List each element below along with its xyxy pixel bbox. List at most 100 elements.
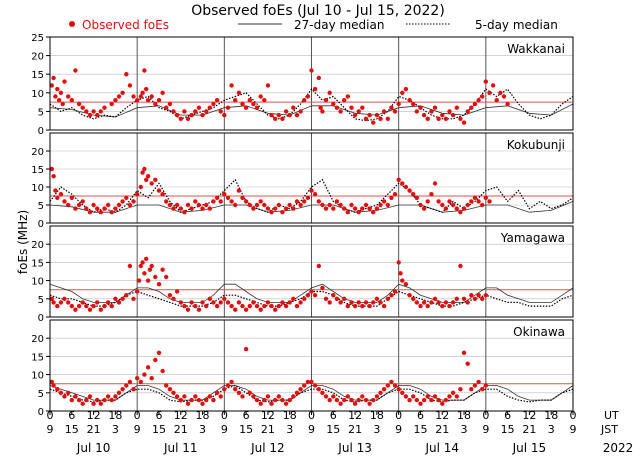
observed-point <box>211 199 216 204</box>
observed-point <box>113 394 118 399</box>
observed-point <box>189 112 194 118</box>
observed-point <box>66 300 71 305</box>
observed-point <box>236 300 242 305</box>
chart-title: Observed foEs (Jul 10 - Jul 15, 2022) <box>191 3 445 19</box>
observed-point <box>185 307 191 312</box>
median5-line <box>49 178 574 213</box>
observed-point <box>378 202 383 208</box>
observed-point <box>247 303 252 309</box>
observed-point <box>312 192 318 197</box>
observed-point <box>140 170 145 175</box>
observed-point <box>440 202 445 208</box>
legend-observed-marker <box>69 21 75 27</box>
observed-point <box>418 105 423 110</box>
observed-point <box>87 112 93 118</box>
observed-point <box>164 199 169 204</box>
observed-point <box>138 263 143 269</box>
observed-point <box>240 101 245 107</box>
observed-point <box>254 105 260 110</box>
observed-point <box>461 206 467 211</box>
observed-point <box>102 206 107 211</box>
observed-point <box>360 394 365 399</box>
observed-point <box>432 296 438 301</box>
y-tick-label: 20 <box>31 240 44 251</box>
observed-point <box>298 300 303 305</box>
observed-point <box>294 303 300 309</box>
observed-point <box>352 401 358 406</box>
jst-tick-label: 21 <box>522 423 536 436</box>
jst-tick-label: 9 <box>308 423 315 436</box>
observed-point <box>305 94 311 99</box>
observed-point <box>135 192 140 197</box>
observed-point <box>98 210 104 215</box>
observed-point <box>164 274 169 280</box>
y-tick-label: 15 <box>31 165 44 176</box>
observed-point <box>436 397 441 403</box>
observed-point <box>389 293 394 298</box>
observed-point <box>251 206 256 211</box>
observed-point <box>236 390 242 395</box>
observed-point <box>374 112 380 118</box>
observed-point <box>360 303 365 309</box>
jst-tick-label: 21 <box>348 423 362 436</box>
observed-point <box>283 109 289 114</box>
observed-point <box>127 202 133 208</box>
observed-point <box>222 112 227 118</box>
observed-point <box>312 86 318 92</box>
observed-point <box>309 379 314 385</box>
y-tick-label: 10 <box>31 89 44 100</box>
observed-point <box>421 397 427 403</box>
observed-point <box>171 109 176 114</box>
observed-point <box>396 177 401 182</box>
observed-point <box>200 112 205 118</box>
panel-wakkanai: 0 5 10 15 20 25 Wakkanai <box>31 33 574 137</box>
ut-tick-label: 6 <box>68 409 75 422</box>
observed-point <box>98 109 104 114</box>
observed-point <box>254 303 260 309</box>
observed-point <box>349 397 354 403</box>
observed-point <box>251 101 256 107</box>
observed-point <box>305 379 311 385</box>
observed-point <box>160 90 165 96</box>
observed-point <box>153 101 158 107</box>
observed-point <box>69 98 75 103</box>
observed-point <box>400 278 405 283</box>
observed-point <box>109 101 114 107</box>
ut-tick-label: 6 <box>155 409 162 422</box>
observed-point <box>140 260 145 265</box>
observed-point <box>276 303 281 309</box>
y-tick-label: 5 <box>38 389 44 400</box>
observed-point <box>287 112 292 118</box>
observed-point <box>331 293 336 298</box>
observed-point <box>167 293 173 298</box>
observed-point <box>62 394 67 399</box>
observed-point <box>127 379 133 385</box>
observed-point <box>214 98 220 103</box>
observed-point <box>320 390 325 395</box>
y-tick-label: 0 <box>38 126 44 137</box>
observed-point <box>414 109 419 114</box>
observed-point <box>472 383 478 388</box>
observed-point <box>294 390 300 395</box>
observed-point <box>178 116 183 122</box>
observed-point <box>51 75 56 81</box>
observed-point <box>400 181 405 186</box>
jst-tick-label: 3 <box>112 423 119 436</box>
observed-point <box>283 303 289 309</box>
observed-point <box>338 202 343 208</box>
observed-point <box>200 300 205 305</box>
observed-point <box>302 199 307 204</box>
observed-point <box>178 300 183 305</box>
observed-point <box>84 109 89 114</box>
observed-point <box>265 300 271 305</box>
observed-point <box>342 98 347 103</box>
observed-point <box>116 202 122 208</box>
observed-point <box>225 105 231 110</box>
observed-point <box>280 397 285 403</box>
observed-point <box>334 199 340 204</box>
observed-point <box>84 206 89 211</box>
observed-point <box>127 263 133 269</box>
observed-point <box>327 397 332 403</box>
observed-point <box>342 296 347 301</box>
observed-point <box>385 202 390 208</box>
